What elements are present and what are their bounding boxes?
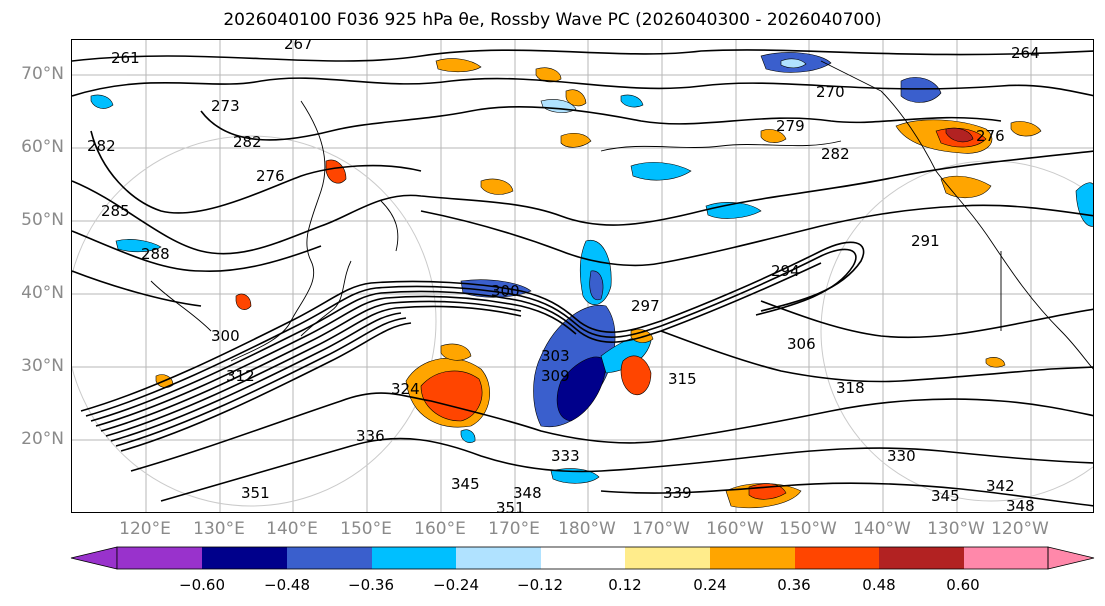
contour-label: 264 (1011, 44, 1040, 62)
colorbar-outline (116, 546, 1049, 570)
contour-label: 285 (101, 202, 130, 220)
contour-label: 276 (976, 127, 1005, 145)
lon-label-130w: 130°W (927, 519, 985, 539)
colorbar-bin (541, 547, 625, 569)
contour-label: 297 (631, 297, 660, 315)
contour-label: 300 (211, 327, 240, 345)
colorbar-tick: 0.60 (946, 576, 980, 594)
contour-label: 279 (776, 117, 805, 135)
map-panel: 267 264 261 273 282 270 279 276 282 276 … (71, 39, 1094, 513)
colorbar-tick: −0.12 (517, 576, 563, 594)
contour-label: 324 (391, 380, 420, 398)
colorbar-bin (710, 547, 795, 569)
colorbar-extend-high (1047, 546, 1095, 570)
contour-label: 282 (87, 137, 116, 155)
lon-label-180w: 180°W (558, 519, 616, 539)
colorbar-tick: 0.12 (608, 576, 642, 594)
lon-label-160e: 160°E (414, 519, 466, 539)
contour-label: 348 (1006, 497, 1035, 513)
colorbar-bin (372, 547, 456, 569)
contour-label: 336 (356, 427, 385, 445)
colorbar-bin (795, 547, 879, 569)
lon-label-170e: 170°E (488, 519, 540, 539)
contour-label: 291 (911, 232, 940, 250)
contour-label: 345 (931, 487, 960, 505)
lon-label-120w: 120°W (991, 519, 1049, 539)
map-title: 2026040100 F036 925 hPa θe, Rossby Wave … (223, 10, 882, 30)
lat-label-60n: 60°N (21, 137, 64, 157)
contour-label: 339 (663, 484, 692, 502)
colorbar-tick: 0.36 (777, 576, 811, 594)
lon-label-150w: 150°W (779, 519, 837, 539)
contour-label: 351 (496, 499, 525, 513)
contour-label: 342 (986, 477, 1015, 495)
contour-label: 288 (141, 245, 170, 263)
contour-label: 351 (241, 484, 270, 502)
lat-label-50n: 50°N (21, 210, 64, 230)
lon-label-140e: 140°E (266, 519, 318, 539)
contour-label: 315 (668, 370, 697, 388)
lat-label-40n: 40°N (21, 283, 64, 303)
colorbar-bin (202, 547, 287, 569)
colorbar-extend-low (70, 546, 118, 570)
colorbar-tick: 0.24 (693, 576, 727, 594)
contour-label: 273 (211, 97, 240, 115)
contour-label: 294 (771, 262, 800, 280)
contour-label: 345 (451, 475, 480, 493)
colorbar-tick: 0.48 (862, 576, 896, 594)
lon-label-120e: 120°E (119, 519, 171, 539)
colorbar-bin (287, 547, 372, 569)
colorbar-bin (879, 547, 964, 569)
contour-label: 300 (491, 282, 520, 300)
lat-label-20n: 20°N (21, 429, 64, 449)
contour-labels: 267 264 261 273 282 270 279 276 282 276 … (87, 40, 1040, 513)
contour-label: 333 (551, 447, 580, 465)
lon-label-170w: 170°W (632, 519, 690, 539)
lon-label-150e: 150°E (340, 519, 392, 539)
contour-label: 348 (513, 484, 542, 502)
lon-label-160w: 160°W (706, 519, 764, 539)
contour-label: 309 (541, 367, 570, 385)
colorbar (70, 546, 1095, 570)
colorbar-bin (117, 547, 202, 569)
coastlines (150, 60, 1093, 370)
contour-label: 303 (541, 347, 570, 365)
contour-label: 306 (787, 335, 816, 353)
anomaly-shading (90, 52, 1093, 509)
colorbar-tick: −0.24 (433, 576, 479, 594)
contour-label: 330 (887, 447, 916, 465)
contour-label: 282 (821, 145, 850, 163)
colorbar-tick: −0.60 (179, 576, 225, 594)
map-canvas: 267 264 261 273 282 270 279 276 282 276 … (72, 40, 1093, 513)
contour-label: 318 (836, 379, 865, 397)
colorbar-bin (964, 547, 1048, 569)
lat-label-30n: 30°N (21, 356, 64, 376)
colorbar-tick: −0.36 (348, 576, 394, 594)
colorbar-bin (456, 547, 541, 569)
lon-label-140w: 140°W (853, 519, 911, 539)
contour-label: 270 (816, 83, 845, 101)
colorbar-bin (625, 547, 710, 569)
contour-label: 267 (284, 40, 313, 53)
lon-label-130e: 130°E (193, 519, 245, 539)
contour-label: 261 (111, 49, 140, 67)
colorbar-tick: −0.48 (264, 576, 310, 594)
contour-label: 276 (256, 167, 285, 185)
contour-label: 312 (226, 367, 255, 385)
lat-label-70n: 70°N (21, 64, 64, 84)
contour-label: 282 (233, 133, 262, 151)
theta-e-contours (72, 49, 1093, 507)
